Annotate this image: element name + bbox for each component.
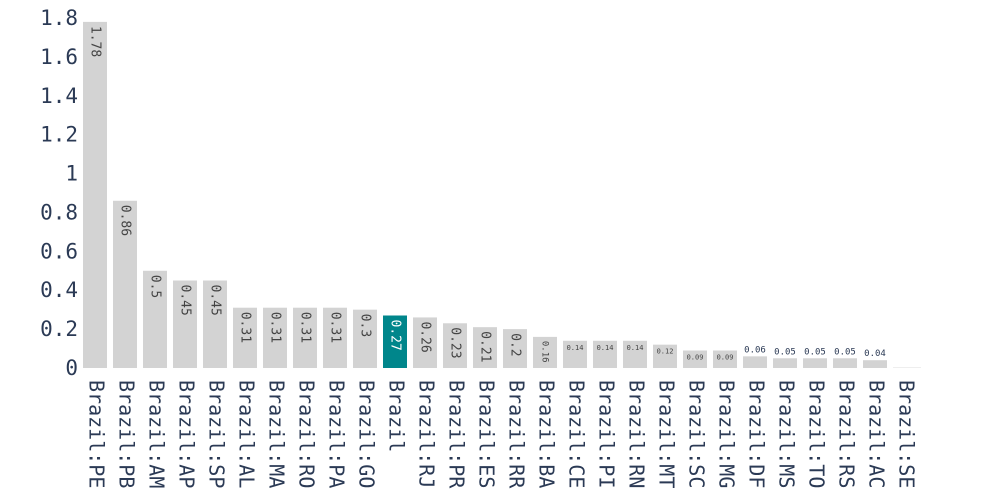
bar-value-label: 0.05 — [804, 347, 826, 357]
y-tick-label: 1.6 — [40, 45, 78, 69]
bar — [383, 315, 407, 368]
bar-value-label: 0.45 — [208, 285, 223, 316]
bar — [713, 350, 737, 368]
x-tick-label: Brazil:PA — [325, 380, 349, 488]
y-tick-label: 0.8 — [40, 200, 78, 224]
y-tick-label: 0.2 — [40, 317, 78, 341]
bar — [863, 360, 887, 368]
bar-value-label: 0.23 — [448, 327, 463, 358]
bar-value-label: 0.04 — [864, 349, 886, 359]
bar-value-label: 0.31 — [268, 312, 283, 343]
bar — [803, 358, 827, 368]
bar-value-label: 0.45 — [178, 285, 193, 316]
y-tick-label: 0.4 — [40, 278, 78, 302]
bar — [173, 280, 197, 368]
bar-value-label: 0.05 — [774, 347, 796, 357]
x-tick-label: Brazil:AM — [145, 380, 169, 488]
bar — [443, 323, 467, 368]
x-tick-label: Brazil:AL — [235, 380, 259, 488]
bar-value-label: 0.5 — [148, 275, 163, 298]
bar — [653, 344, 677, 368]
bar — [323, 307, 347, 368]
bar-value-label: 0.12 — [657, 348, 674, 356]
bar — [533, 336, 557, 368]
bar-value-label: 0.06 — [744, 345, 766, 355]
x-tick-label: Brazil:MT — [655, 380, 679, 488]
y-tick-label: 1.2 — [40, 123, 78, 147]
x-tick-label: Brazil:TO — [805, 380, 829, 488]
bar-value-label: 0.31 — [238, 312, 253, 343]
bar-value-label: 0.2 — [508, 333, 523, 356]
x-tick-label: Brazil:RN — [625, 380, 649, 488]
x-tick-label: Brazil:AP — [175, 380, 199, 488]
bar-value-label: 1.78 — [88, 26, 103, 57]
x-tick-label: Brazil:MA — [265, 380, 289, 488]
x-tick-label: Brazil:MS — [775, 380, 799, 488]
bar-value-label: 0.09 — [687, 354, 704, 362]
x-tick-label: Brazil:AC — [865, 380, 889, 488]
bar — [413, 317, 437, 368]
x-tick-label: Brazil:SE — [895, 380, 919, 488]
bar — [233, 307, 257, 368]
bar-value-label: 0.27 — [388, 320, 403, 351]
x-tick-label: Brazil:SP — [205, 380, 229, 488]
x-tick-label: Brazil:BA — [535, 380, 559, 488]
x-tick-label: Brazil:PE — [85, 380, 109, 488]
x-tick-label: Brazil:RR — [505, 380, 529, 489]
bar — [263, 307, 287, 368]
y-axis: 0 0.2 0.4 0.6 0.8 1 1.2 1.4 1.6 1.8 — [40, 6, 78, 380]
bar — [293, 307, 317, 368]
x-tick-label: Brazil — [385, 380, 409, 452]
bars-group: 1.78 0.86 0.5 0.45 0.45 0.31 0.31 0.31 0.31 0.3 0.… — [83, 21, 921, 369]
bar-value-label: 0.3 — [358, 314, 373, 337]
bar — [773, 358, 797, 368]
x-tick-label: Brazil:GO — [355, 380, 379, 488]
bar-baseline — [893, 367, 921, 368]
bar-value-label: 0.14 — [627, 344, 644, 352]
x-tick-label: Brazil:PI — [595, 380, 619, 488]
bar-value-label: 0.26 — [418, 321, 433, 352]
bar-value-label: 0.86 — [118, 205, 133, 236]
x-tick-label: Brazil:SC — [685, 380, 709, 488]
bar — [113, 200, 137, 368]
x-tick-label: Brazil:RS — [835, 380, 859, 488]
bar — [743, 356, 767, 368]
bar-value-label: 0.14 — [567, 344, 584, 352]
x-tick-label: Brazil:PB — [115, 380, 139, 488]
y-tick-label: 0.6 — [40, 239, 78, 263]
bar — [473, 327, 497, 368]
bar — [143, 270, 167, 368]
bar-value-label: 0.21 — [478, 331, 493, 362]
y-tick-label: 1 — [65, 162, 78, 186]
bar — [83, 21, 107, 369]
x-tick-label: Brazil:RO — [295, 380, 319, 488]
bar-value-label: 0.31 — [328, 312, 343, 343]
bar-value-label: 0.31 — [298, 312, 313, 343]
bar — [833, 358, 857, 368]
x-tick-label: Brazil:MG — [715, 380, 739, 488]
bar — [203, 280, 227, 368]
bar — [563, 340, 587, 368]
x-tick-label: Brazil:DF — [745, 380, 769, 488]
bar-value-label: 0.09 — [717, 354, 734, 362]
bar-value-label: 0.14 — [597, 344, 614, 352]
x-tick-label: Brazil:ES — [475, 380, 499, 488]
bar — [503, 329, 527, 368]
x-tick-label: Brazil:RJ — [415, 380, 439, 488]
bar — [353, 309, 377, 368]
x-axis: Brazil:PE Brazil:PB Brazil:AM Brazil:AP Braz… — [85, 380, 919, 489]
y-tick-label: 1.4 — [40, 84, 78, 108]
bar — [593, 340, 617, 368]
bar — [683, 350, 707, 368]
x-tick-label: Brazil:PR — [445, 380, 469, 489]
y-tick-label: 1.8 — [40, 6, 78, 30]
bar — [623, 340, 647, 368]
bar-value-label: 0.05 — [834, 347, 856, 357]
x-tick-label: Brazil:CE — [565, 380, 589, 488]
bar-value-label: 0.16 — [540, 341, 550, 363]
y-tick-label: 0 — [65, 356, 78, 380]
